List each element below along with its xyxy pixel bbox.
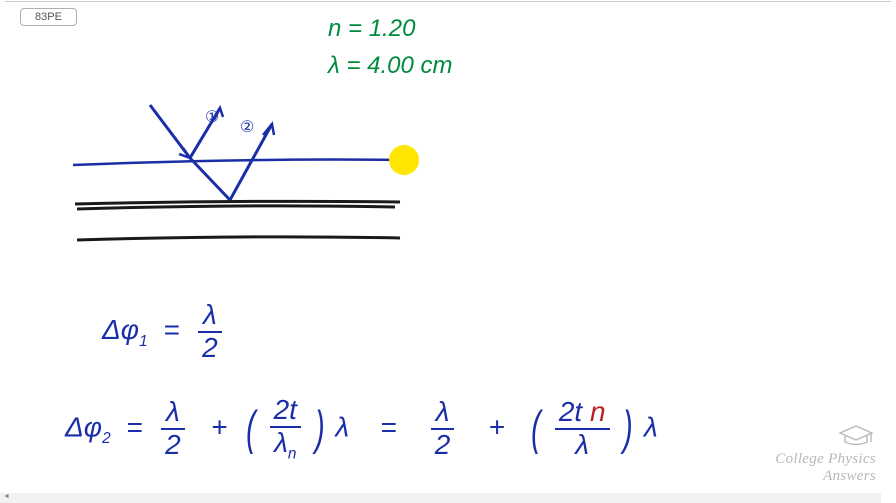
ray-label-2: ② xyxy=(240,119,254,136)
logo-text-2: Answers xyxy=(775,468,876,485)
scrollbar-bottom[interactable] xyxy=(0,493,881,503)
diagram: ① ② xyxy=(65,100,425,270)
logo: College Physics Answers xyxy=(775,423,876,485)
problem-tag: 83PE xyxy=(20,8,77,26)
ray-label-1: ① xyxy=(205,109,219,126)
given-lambda: λ = 4.00 cm xyxy=(328,52,453,80)
graduation-cap-icon xyxy=(836,423,876,449)
equation-phi2: Δφ2 = λ 2 + ( 2t λn ) λ = λ 2 + ( 2t n λ… xyxy=(65,395,658,463)
yellow-dot xyxy=(389,145,419,175)
diagram-svg: ① ② xyxy=(65,100,425,270)
logo-text-1: College Physics xyxy=(775,451,876,468)
top-border xyxy=(5,1,891,2)
given-n: n = 1.20 xyxy=(328,15,415,43)
equation-phi1: Δφ1 = λ 2 xyxy=(102,300,225,364)
